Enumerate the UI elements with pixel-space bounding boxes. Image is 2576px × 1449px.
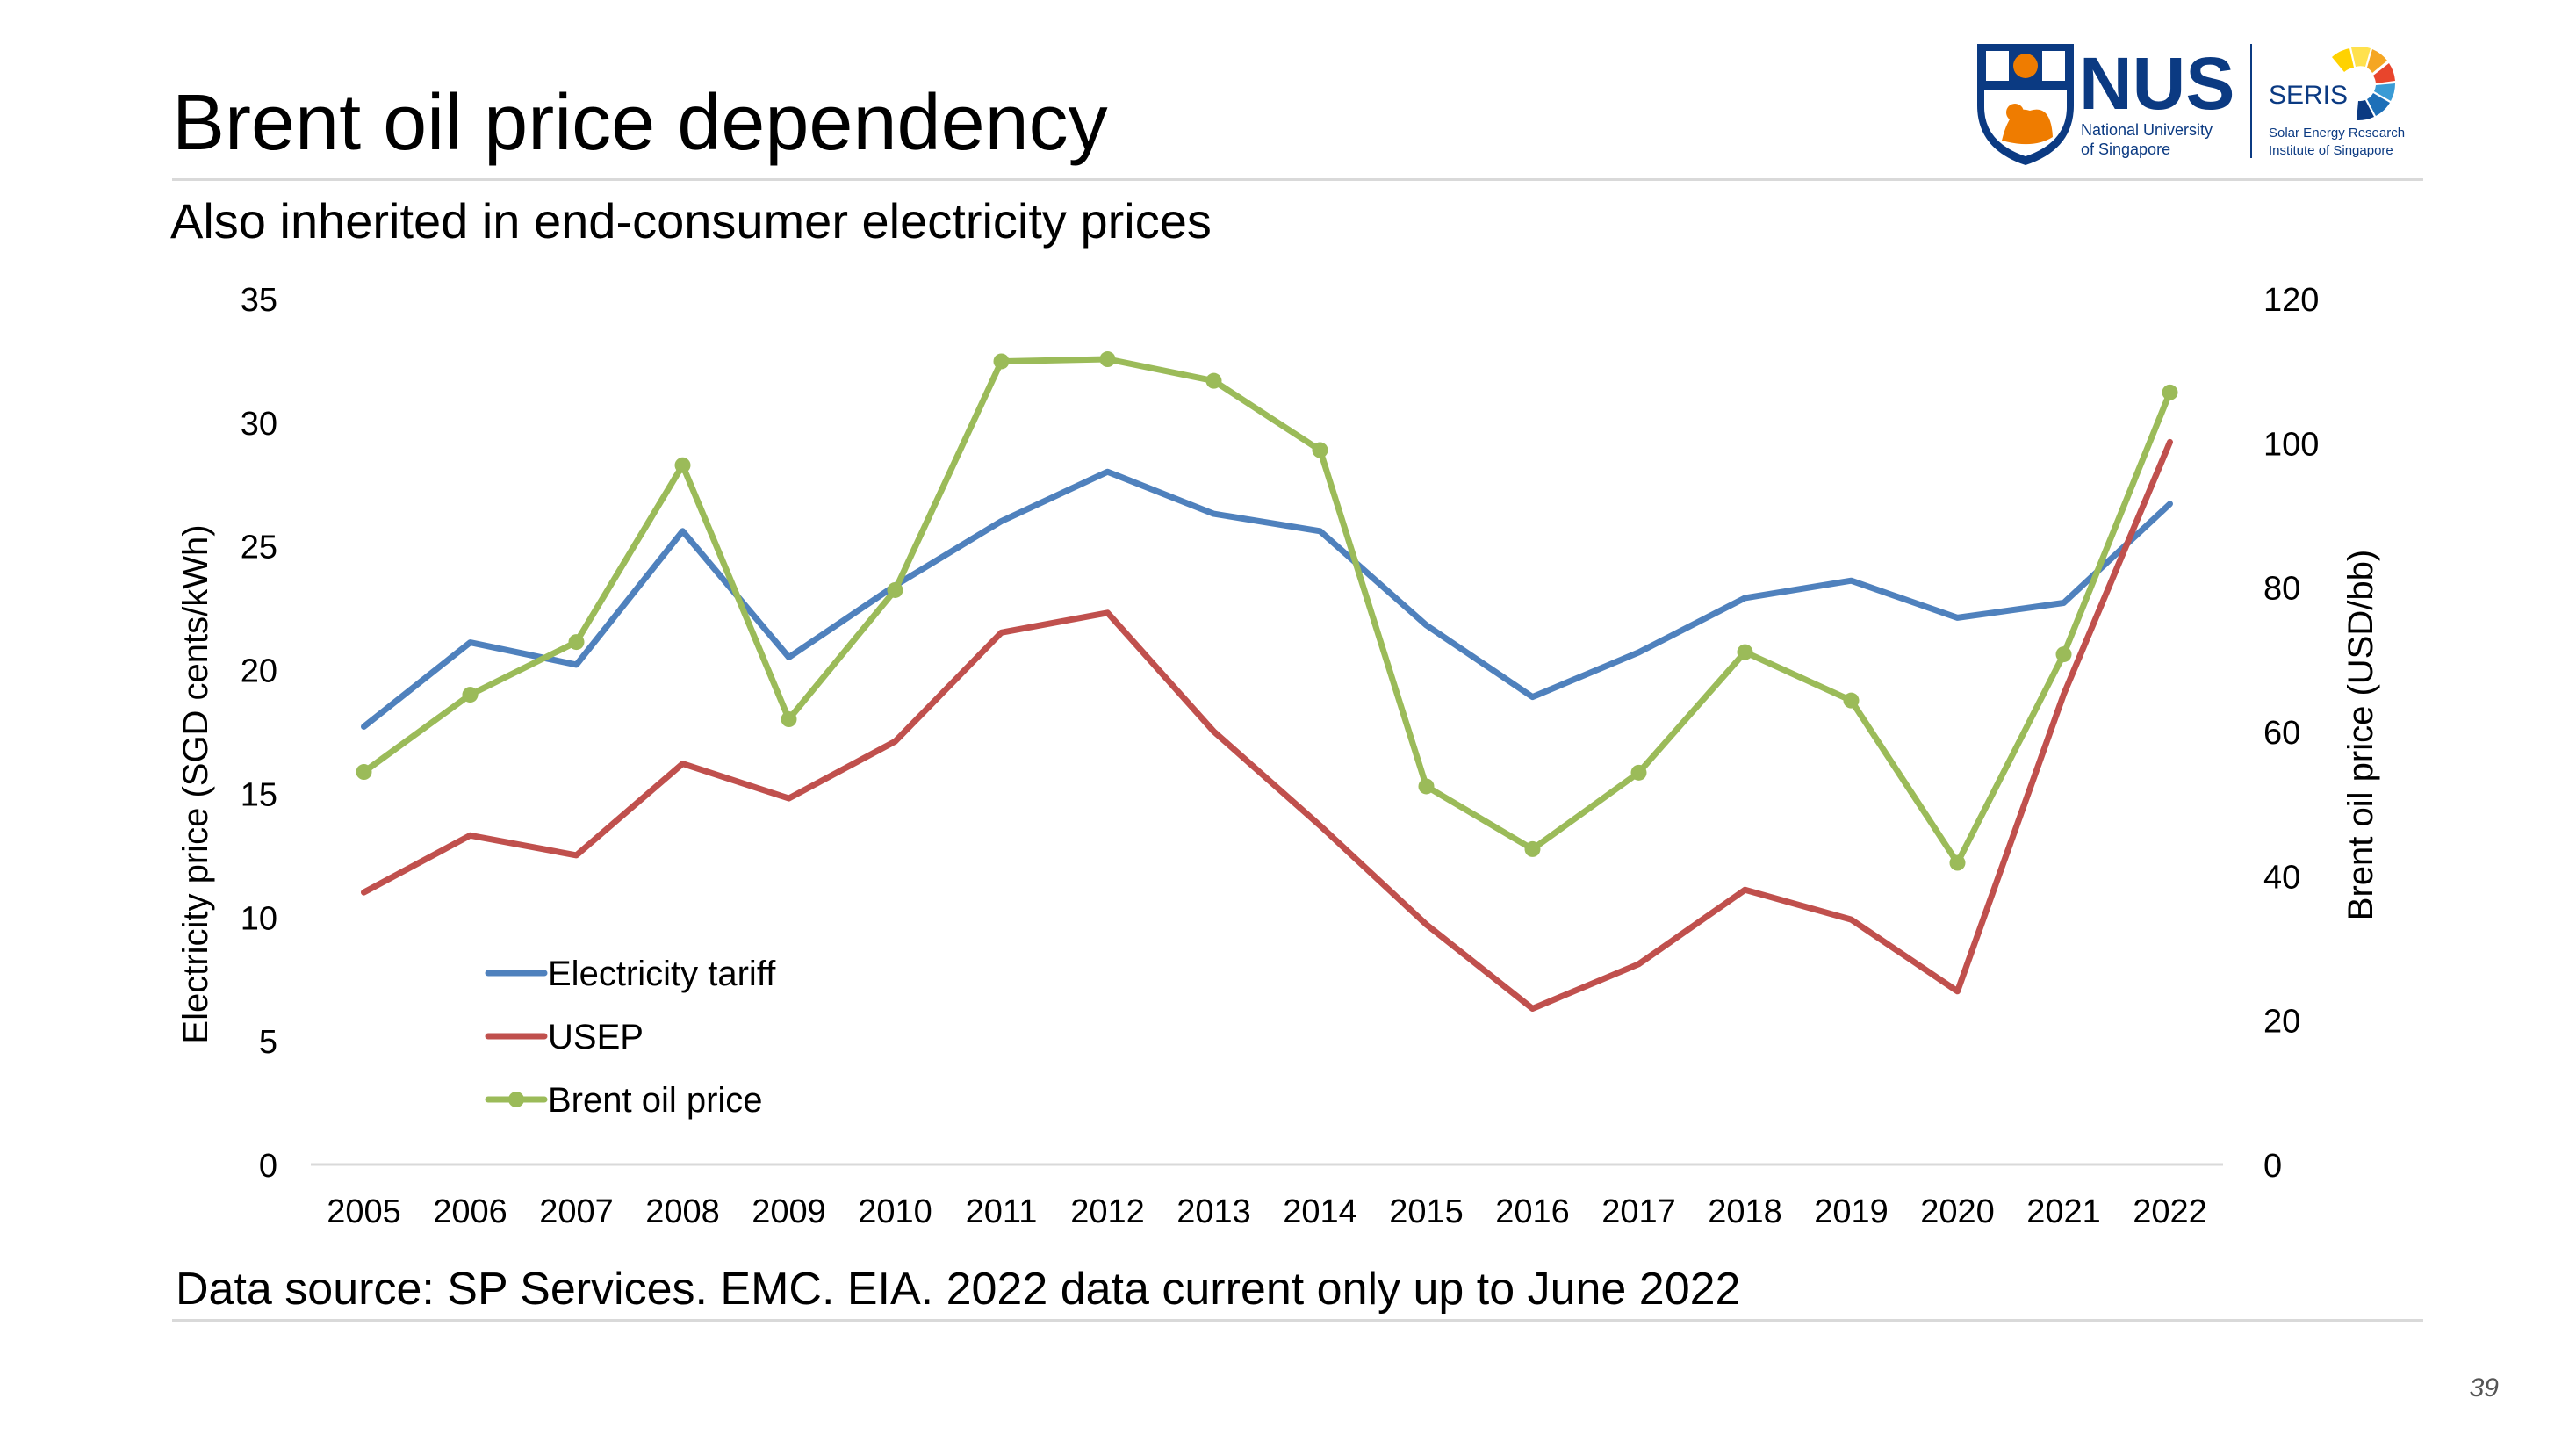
y-right-tick-label: 40 xyxy=(2263,859,2300,896)
x-tick-label: 2008 xyxy=(645,1193,720,1230)
x-tick-label: 2017 xyxy=(1601,1193,1676,1230)
data-point-brent-oil-price xyxy=(887,581,903,598)
data-point-brent-oil-price xyxy=(674,457,691,473)
data-source-note: Data source: SP Services. EMC. EIA. 2022… xyxy=(176,1264,1741,1315)
y-right-axis-title: Brent oil price (USD/bb) xyxy=(2342,550,2380,920)
data-point-brent-oil-price xyxy=(993,353,1010,370)
y-right-tick-label: 100 xyxy=(2263,426,2319,463)
x-tick-label: 2007 xyxy=(539,1193,614,1230)
footer-divider xyxy=(172,1319,2423,1322)
y-left-tick-label: 15 xyxy=(241,776,277,813)
y-right-tick-label: 80 xyxy=(2263,571,2300,608)
x-tick-label: 2010 xyxy=(858,1193,932,1230)
x-tick-label: 2013 xyxy=(1176,1193,1251,1230)
seris-name-line2: Institute of Singapore xyxy=(2269,143,2393,158)
x-tick-label: 2009 xyxy=(752,1193,826,1230)
title-divider xyxy=(172,178,2423,181)
page-subtitle: Also inherited in end-consumer electrici… xyxy=(170,193,1212,249)
data-point-brent-oil-price xyxy=(1524,840,1541,857)
y-right-tick-label: 20 xyxy=(2263,1004,2300,1041)
x-tick-label: 2006 xyxy=(433,1193,507,1230)
x-tick-label: 2022 xyxy=(2133,1193,2207,1230)
x-tick-label: 2019 xyxy=(1814,1193,1889,1230)
logo-divider xyxy=(2250,44,2252,158)
x-tick-label: 2011 xyxy=(966,1193,1038,1230)
y-right-tick-label: 60 xyxy=(2263,715,2300,752)
nus-name-line2: of Singapore xyxy=(2081,141,2170,158)
data-point-brent-oil-price xyxy=(1418,778,1435,795)
data-point-brent-oil-price xyxy=(1630,764,1647,781)
y-right-tick-label: 120 xyxy=(2263,282,2319,319)
x-tick-label: 2012 xyxy=(1070,1193,1145,1230)
data-point-brent-oil-price xyxy=(356,764,372,781)
seris-wordmark: SERIS xyxy=(2269,81,2348,110)
data-point-brent-oil-price xyxy=(568,634,585,651)
data-point-brent-oil-price xyxy=(781,711,797,728)
page-title: Brent oil price dependency xyxy=(172,79,1108,167)
legend-label-electricity-tariff: Electricity tariff xyxy=(548,955,776,993)
y-left-tick-label: 0 xyxy=(259,1148,277,1185)
y-left-tick-label: 30 xyxy=(241,406,277,443)
nus-name-line1: National University xyxy=(2081,121,2213,139)
series-line-usep xyxy=(361,438,2173,1012)
data-point-brent-oil-price xyxy=(1205,372,1222,389)
institution-logos: NUS National University of Singapore SER… xyxy=(1977,42,2405,165)
seris-sun-icon xyxy=(2332,46,2396,121)
data-point-brent-oil-price xyxy=(1737,644,1753,660)
y-left-tick-label: 35 xyxy=(241,282,277,319)
legend-label-usep: USEP xyxy=(548,1018,644,1056)
data-point-brent-oil-price xyxy=(1949,854,1966,871)
data-point-brent-oil-price xyxy=(2055,646,2072,663)
x-tick-label: 2018 xyxy=(1708,1193,1782,1230)
y-left-tick-label: 10 xyxy=(241,900,277,937)
x-tick-label: 2021 xyxy=(2026,1193,2101,1230)
data-point-brent-oil-price xyxy=(1843,692,1860,709)
data-point-brent-oil-price xyxy=(2162,384,2178,400)
series-line-electricity-tariff xyxy=(361,468,2173,730)
series-line-brent-oil-price xyxy=(361,356,2173,866)
nus-wordmark: NUS xyxy=(2079,42,2234,125)
y-right-tick-label: 0 xyxy=(2263,1148,2282,1185)
x-tick-label: 2014 xyxy=(1283,1193,1357,1230)
nus-crest-icon xyxy=(1977,44,2074,165)
y-left-axis-title: Electricity price (SGD cents/kWh) xyxy=(176,524,215,1043)
legend-marker-brent-oil-price xyxy=(508,1092,524,1107)
x-tick-label: 2005 xyxy=(327,1193,401,1230)
y-left-tick-label: 20 xyxy=(241,653,277,690)
legend-label-brent-oil-price: Brent oil price xyxy=(548,1081,763,1120)
data-point-brent-oil-price xyxy=(462,687,479,703)
data-point-brent-oil-price xyxy=(1312,442,1328,458)
x-tick-label: 2020 xyxy=(1920,1193,1995,1230)
data-point-brent-oil-price xyxy=(1099,351,1116,368)
y-left-tick-label: 5 xyxy=(259,1024,277,1061)
page-number: 39 xyxy=(2469,1373,2499,1402)
x-tick-label: 2015 xyxy=(1389,1193,1464,1230)
x-tick-label: 2016 xyxy=(1495,1193,1570,1230)
y-left-tick-label: 25 xyxy=(241,530,277,566)
seris-name-line1: Solar Energy Research xyxy=(2269,126,2405,141)
